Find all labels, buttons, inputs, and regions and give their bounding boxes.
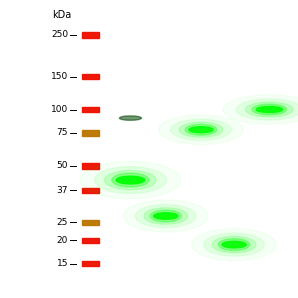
Text: 100: 100 [51,105,68,114]
Ellipse shape [252,104,287,115]
Bar [83,107,99,112]
Ellipse shape [144,208,187,224]
Ellipse shape [204,233,264,256]
Text: 50: 50 [57,162,68,170]
Text: 250: 250 [51,30,68,39]
Text: 75: 75 [57,128,68,137]
Ellipse shape [150,210,181,222]
Bar [83,130,99,136]
Text: 25: 25 [57,218,68,227]
Ellipse shape [212,236,256,253]
Ellipse shape [246,102,293,117]
Text: 20: 20 [57,236,68,245]
Ellipse shape [236,99,298,120]
Ellipse shape [153,213,178,219]
Bar [83,32,99,38]
Text: 3: 3 [163,22,169,32]
Text: EnCor Biotechnology: EnCor Biotechnology [209,273,292,282]
Text: 5: 5 [231,22,237,32]
Ellipse shape [135,204,196,228]
Ellipse shape [256,106,283,113]
Ellipse shape [116,176,145,184]
Ellipse shape [222,241,246,248]
Text: 1: 1 [94,22,100,32]
Bar [83,188,99,193]
Text: 150: 150 [51,72,68,81]
Bar [83,163,99,168]
Bar [83,74,99,79]
Ellipse shape [112,173,149,187]
Ellipse shape [179,122,223,137]
Text: 2: 2 [127,22,134,32]
Ellipse shape [94,167,166,193]
Bar [83,220,99,225]
Text: 15: 15 [57,259,68,268]
Text: 6: 6 [266,22,272,32]
Ellipse shape [105,170,156,190]
Text: 4: 4 [198,22,204,32]
Ellipse shape [218,239,250,251]
Bar [83,261,99,266]
Ellipse shape [185,124,217,135]
Text: kDa: kDa [52,10,71,20]
Text: 37: 37 [57,186,68,195]
Ellipse shape [171,119,231,140]
Bar [83,238,99,243]
Ellipse shape [119,116,142,120]
Ellipse shape [189,127,213,133]
